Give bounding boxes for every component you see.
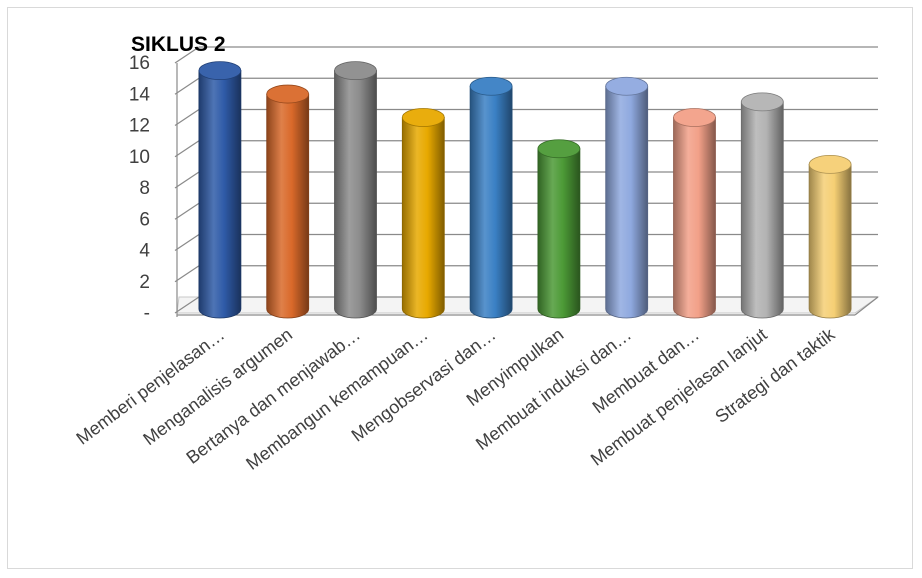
bar-top — [740, 92, 784, 112]
bar — [266, 84, 310, 319]
bar — [740, 92, 784, 319]
bar — [537, 139, 581, 319]
bar-top — [808, 154, 852, 174]
bar-body — [537, 148, 581, 319]
bar — [808, 154, 852, 319]
bar-top — [673, 108, 716, 127]
chart-title: SIKLUS 2 — [131, 33, 226, 56]
bar-top — [469, 76, 513, 96]
bar-body — [266, 93, 310, 319]
bar-top — [198, 61, 242, 81]
bar — [673, 108, 716, 319]
bar-top — [401, 108, 445, 127]
y-tick-label: 16 — [129, 53, 150, 74]
bar-body — [198, 70, 242, 319]
bar-top — [266, 84, 310, 104]
y-tick-label: 2 — [139, 272, 150, 293]
gridline-side — [174, 202, 200, 220]
gridline-side — [174, 140, 200, 158]
bar-top — [334, 61, 377, 81]
gridline-side — [174, 171, 200, 189]
bar-body — [673, 117, 716, 319]
bar-top — [537, 139, 581, 159]
gridline-side — [174, 296, 200, 314]
gridline-side — [174, 109, 200, 126]
gridline-side — [174, 77, 200, 95]
x-axis-ticks: Memberi penjelasan…Menganalisis argumenB… — [72, 324, 839, 474]
y-tick-label: 6 — [139, 209, 150, 230]
bar — [334, 61, 377, 319]
bar-body — [808, 163, 852, 319]
bar — [605, 76, 649, 319]
y-tick-label: 8 — [139, 178, 150, 199]
bar-top — [605, 76, 649, 96]
bar — [198, 61, 242, 319]
y-axis-ticks: - 2 4 6 8 10 12 14 16 — [129, 53, 151, 324]
x-axis-side-line — [854, 296, 879, 316]
y-tick-label: 4 — [139, 241, 150, 262]
x-tick-label: Strategi dan taktik — [711, 324, 839, 427]
gridline-side — [174, 265, 200, 283]
bar-body — [401, 117, 445, 319]
y-tick-label: 10 — [129, 147, 150, 168]
bar-body — [469, 85, 513, 319]
gridline-side — [174, 46, 200, 64]
chart-bars — [198, 61, 852, 319]
bar — [469, 76, 513, 319]
bar-body — [334, 70, 377, 319]
y-tick-label: - — [144, 303, 150, 324]
bar-body — [740, 101, 784, 319]
bar-body — [605, 85, 649, 319]
y-tick-label: 12 — [129, 116, 150, 137]
y-tick-label: 14 — [129, 84, 151, 105]
bar — [401, 108, 445, 319]
gridline-side — [174, 234, 200, 251]
